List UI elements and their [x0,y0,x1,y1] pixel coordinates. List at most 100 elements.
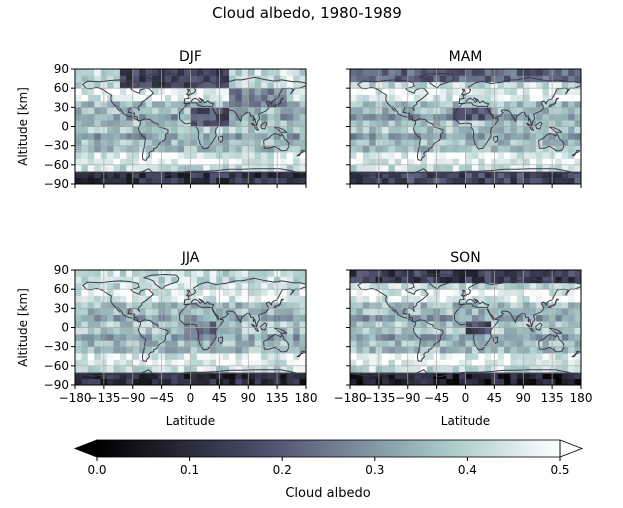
albedo-cell [152,113,159,121]
albedo-cell [190,69,198,76]
albedo-cell [209,327,217,335]
albedo-cell [369,333,377,341]
albedo-cell [471,295,479,303]
albedo-cell [299,145,306,153]
albedo-cell [388,301,396,309]
albedo-cell [75,372,82,380]
albedo-cell [203,81,211,89]
y-tick-label: −90 [44,177,69,191]
coastline [357,79,429,122]
albedo-cell [261,171,268,179]
albedo-cell [401,270,409,277]
albedo-cell [561,75,569,83]
albedo-cell [536,289,543,296]
albedo-cell [529,276,537,284]
albedo-cell [523,372,531,380]
albedo-cell [119,282,127,290]
albedo-cell [394,289,402,296]
albedo-cell [113,88,121,95]
albedo-cell [229,100,236,108]
colorbar-tick-label: 0.2 [273,463,292,477]
albedo-cell [81,113,89,121]
albedo-cell [145,132,153,140]
albedo-cell [516,359,524,367]
albedo-cell [561,69,569,76]
albedo-cell [203,171,211,179]
albedo-cell [516,88,524,95]
albedo-cell [536,333,543,341]
albedo-cell [119,301,127,309]
y-tick-label: 30 [54,301,69,315]
albedo-cell [145,340,153,348]
albedo-cell [504,113,511,121]
albedo-cell [504,353,511,360]
albedo-cell [504,132,511,140]
albedo-cell [241,81,249,89]
albedo-cell [107,365,114,373]
albedo-cell [529,340,537,348]
albedo-cell [209,152,217,159]
albedo-cell [504,164,511,172]
albedo-cell [235,378,243,385]
albedo-cell [516,282,524,290]
albedo-cell [235,126,243,134]
albedo-cell [248,365,256,373]
coastline [454,102,499,150]
albedo-cell [286,177,294,184]
albedo-cell [94,88,102,95]
albedo-cell [261,132,268,140]
albedo-cell [362,145,370,153]
albedo-cell [568,177,575,184]
albedo-cell [152,327,159,335]
albedo-cell [484,120,492,127]
albedo-cell [394,164,402,172]
albedo-cell [407,276,415,284]
albedo-cell [356,75,364,83]
albedo-cell [542,107,550,115]
albedo-cell [235,164,243,172]
albedo-cell [555,301,563,309]
albedo-cell [407,177,415,184]
albedo-cell [465,113,473,121]
albedo-cell [542,94,550,102]
albedo-cell [362,113,370,121]
albedo-cell [388,340,396,348]
albedo-cell [171,340,179,348]
albedo-cell [190,365,198,373]
albedo-cell [401,365,409,373]
albedo-cell [561,314,569,322]
x-tick-label: 0 [462,391,470,405]
albedo-cell [362,359,370,367]
albedo-cell [542,171,550,179]
albedo-cell [523,365,531,373]
albedo-cell [484,340,492,348]
albedo-cell [171,314,179,322]
albedo-cell [478,177,486,184]
albedo-cell [229,171,236,179]
albedo-cell [235,301,243,309]
albedo-cell [119,139,127,147]
albedo-cell [254,132,262,140]
albedo-cell [177,158,185,166]
albedo-cell [222,132,230,140]
albedo-cell [229,132,236,140]
albedo-cell [394,132,402,140]
albedo-cell [561,177,569,184]
albedo-cell [523,308,531,316]
albedo-cell [171,75,179,83]
albedo-cell [388,94,396,102]
albedo-cell [510,282,518,290]
albedo-cell [350,152,357,159]
albedo-cell [401,321,409,328]
albedo-cell [504,276,511,284]
albedo-cell [164,107,172,115]
albedo-cell [388,171,396,179]
colorbar-tick-label: 0.1 [180,463,199,477]
albedo-cell [516,158,524,166]
albedo-cell [568,276,575,284]
albedo-cell [107,270,114,277]
albedo-cell [401,276,409,284]
colorbar-tick-label: 0.5 [550,463,569,477]
albedo-cell [280,372,288,380]
albedo-cell [356,282,364,290]
